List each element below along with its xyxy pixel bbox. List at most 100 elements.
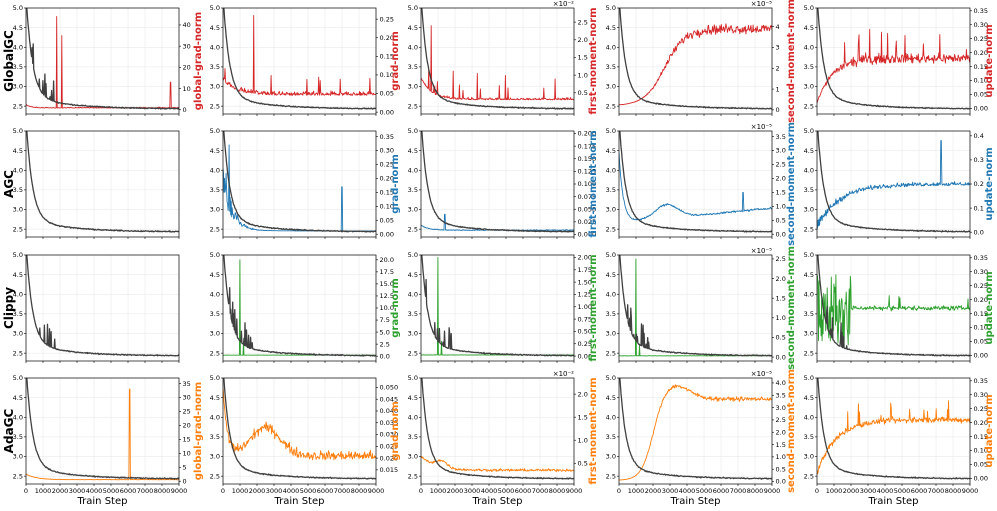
- metric-tick-label: 0.075: [578, 193, 597, 201]
- loss-tick-label: 3.5: [408, 63, 418, 71]
- loss-tick-label: 4.5: [606, 394, 616, 402]
- loss-tick-label: 2.5: [804, 349, 814, 357]
- x-tick-label: 1000: [35, 487, 52, 495]
- x-tick-label: 1000: [430, 487, 447, 495]
- plot-frame: [25, 7, 180, 115]
- metric-tick-label: 0.00: [380, 108, 394, 116]
- loss-tick-label: 4.5: [606, 147, 616, 155]
- x-tick-label: 3000: [860, 487, 877, 495]
- plot-frame: [420, 130, 575, 238]
- metric-tick-label: 2.0: [776, 275, 786, 283]
- loss-tick-label: 5.0: [13, 4, 23, 12]
- metric-tick-label: 20: [183, 422, 191, 430]
- x-axis-label: Train Step: [472, 496, 523, 507]
- loss-tick-label: 2.5: [804, 472, 814, 480]
- metric-tick-label: 3.5: [776, 391, 786, 399]
- metric-tick-label: 10.0: [380, 304, 394, 312]
- loss-tick-label: 4.5: [804, 24, 814, 32]
- panel-r2-c3: 2.5 3.0 3.5 4.0 4.5 5.0 0.0 0.5 1.0 1.5 2.0 2.5 ×10⁻…: [606, 246, 797, 370]
- loss-tick-label: 3.5: [210, 186, 220, 194]
- metric-tick-label: 15.0: [380, 280, 394, 288]
- loss-tick-label: 2.5: [210, 225, 220, 233]
- metric-tick-label: 0: [183, 106, 187, 114]
- loss-tick-label: 5.0: [606, 127, 616, 135]
- metric-tick-label: 0.5: [578, 89, 588, 97]
- panel-r3-c3: 2.5 3.0 3.5 4.0 4.5 5.0 0.0 0.5 1.0 1.5 2.0 2.5 3.0 3…: [606, 369, 797, 507]
- plot-area: [619, 131, 772, 237]
- metric-tick-label: 0.5: [776, 465, 786, 473]
- panel-r3-c2: 2.5 3.0 3.5 4.0 4.5 5.0 0.5 1.0 1.5 2.0 ×10⁻² first…: [408, 370, 599, 507]
- loss-tick-label: 3.0: [408, 206, 418, 214]
- metric-tick-label: 0.175: [578, 142, 597, 150]
- metric-axis-label: update-norm: [984, 394, 995, 467]
- metric-tick-label: 1.25: [578, 291, 592, 299]
- loss-tick-label: 3.5: [408, 186, 418, 194]
- metric-axis-label: global-grad-norm: [193, 12, 204, 110]
- loss-tick-label: 2.5: [13, 102, 23, 110]
- loss-tick-label: 3.5: [210, 310, 220, 318]
- plot-frame: [420, 377, 575, 485]
- metric-tick-label: 0.50: [578, 328, 592, 336]
- x-tick-label: 7000: [532, 487, 549, 495]
- metric-axis-label: second-moment-norm: [786, 0, 797, 123]
- loss-series-line: [223, 378, 376, 480]
- metric-axis-label: grad-norm: [390, 278, 401, 338]
- x-tick-label: 0: [617, 487, 621, 495]
- metric-tick-label: 2.5: [776, 161, 786, 169]
- axis-exponent: ×10⁻²: [553, 370, 574, 378]
- plot-frame: [816, 377, 971, 485]
- metric-tick-label: 0.15: [974, 310, 988, 318]
- metric-tick-label: 17.5: [380, 268, 394, 276]
- metric-tick-label: 3: [776, 44, 780, 52]
- x-tick-label: 8000: [154, 487, 171, 495]
- loss-series-line: [421, 378, 574, 480]
- x-tick-label: 5000: [696, 487, 713, 495]
- plot-frame: [816, 254, 971, 362]
- plot-area: [223, 131, 376, 237]
- x-tick-label: 9000: [962, 487, 979, 495]
- metric-tick-label: 0.05: [380, 90, 394, 98]
- loss-tick-label: 4.5: [210, 271, 220, 279]
- loss-series-line: [817, 378, 970, 480]
- loss-tick-label: 3.0: [408, 83, 418, 91]
- loss-tick-label: 3.0: [408, 330, 418, 338]
- metric-tick-label: 0.05: [380, 216, 394, 224]
- metric-axis-label: grad-norm: [390, 154, 401, 214]
- loss-tick-label: 5.0: [804, 374, 814, 382]
- metric-tick-label: 0.000: [578, 231, 597, 239]
- loss-tick-label: 4.5: [606, 24, 616, 32]
- metric-series-line: [619, 23, 772, 106]
- loss-tick-label: 5.0: [408, 4, 418, 12]
- loss-tick-label: 2.5: [408, 225, 418, 233]
- metric-axis-label: first-moment-norm: [588, 254, 599, 361]
- x-tick-label: 0: [221, 487, 225, 495]
- metric-tick-label: 0.75: [578, 315, 592, 323]
- metric-tick-label: 20.0: [380, 256, 394, 264]
- metric-tick-label: 12.5: [380, 292, 394, 300]
- loss-tick-label: 3.0: [606, 83, 616, 91]
- metric-tick-label: 0.100: [578, 180, 597, 188]
- metric-tick-label: 0.1: [974, 204, 984, 212]
- panel-r1-c3: 2.5 3.0 3.5 4.0 4.5 5.0 0.0 0.5 1.0 1.5 2.0 2.5 3.0 3…: [606, 122, 797, 246]
- loss-tick-label: 4.5: [13, 394, 23, 402]
- loss-tick-label: 5.0: [210, 127, 220, 135]
- loss-tick-label: 4.5: [408, 24, 418, 32]
- loss-tick-label: 3.0: [13, 83, 23, 91]
- x-tick-label: 4000: [877, 487, 894, 495]
- metric-tick-label: 0.25: [974, 282, 988, 290]
- x-tick-label: 6000: [515, 487, 532, 495]
- metric-tick-label: 0.10: [974, 447, 988, 455]
- plot-area: [421, 131, 574, 237]
- metric-tick-label: 0.4: [974, 132, 984, 140]
- loss-tick-label: 5.0: [408, 374, 418, 382]
- loss-tick-label: 4.5: [804, 394, 814, 402]
- loss-tick-label: 2.5: [13, 472, 23, 480]
- metric-tick-label: 0.20: [974, 49, 988, 57]
- metric-tick-label: 15: [183, 436, 191, 444]
- loss-tick-label: 5.0: [13, 127, 23, 135]
- plot-area: [619, 378, 772, 484]
- x-tick-label: 7000: [334, 487, 351, 495]
- plot-frame: [222, 254, 377, 362]
- loss-tick-label: 3.5: [606, 186, 616, 194]
